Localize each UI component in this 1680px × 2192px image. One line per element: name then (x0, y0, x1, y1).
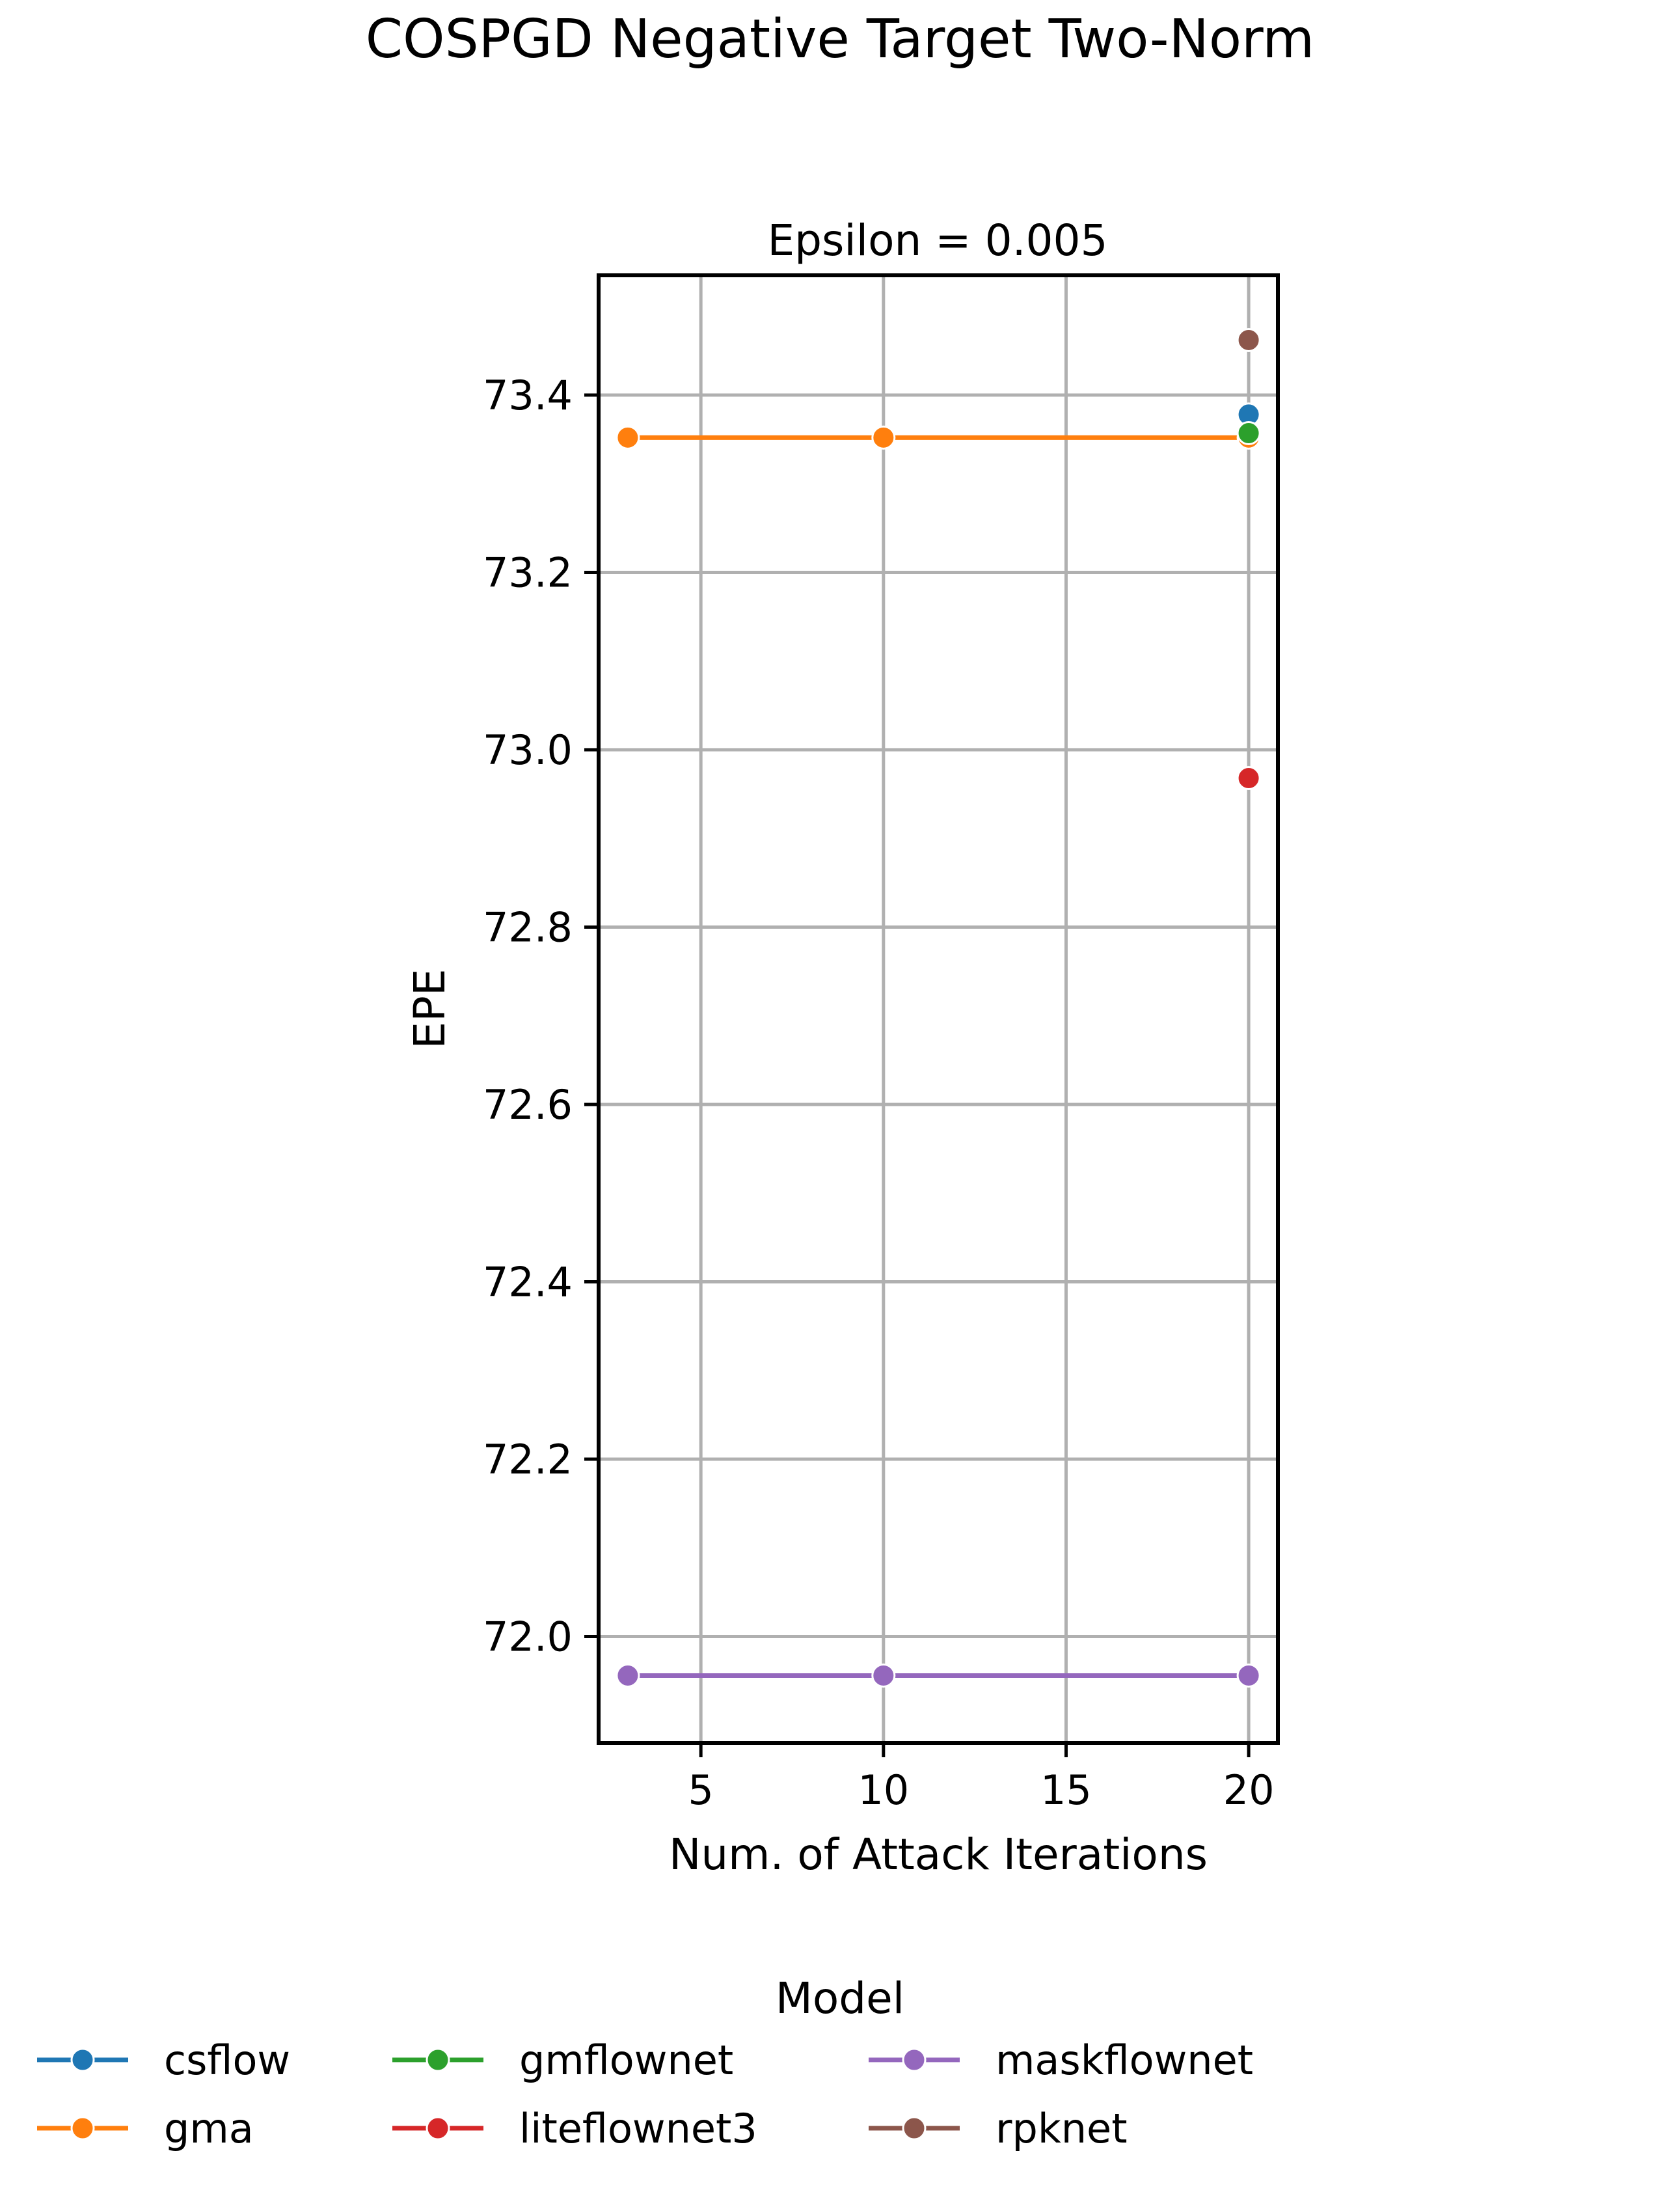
legend-entry-gmflownet: gmflownet (392, 2036, 733, 2084)
y-tick-label: 72.8 (483, 903, 573, 951)
y-ticks: 72.0 72.2 72.4 72.6 72.8 73.0 73.2 73.4 (483, 372, 599, 1660)
data-point-maskflownet (871, 1663, 896, 1688)
series-gma (616, 425, 1261, 450)
data-point-gma (871, 425, 896, 450)
series-layer (616, 327, 1261, 1688)
y-tick-label: 73.4 (483, 372, 573, 419)
x-tick-label: 10 (858, 1766, 909, 1814)
y-tick-label: 73.0 (483, 726, 573, 774)
y-axis-label: EPE (405, 968, 455, 1048)
data-point-maskflownet (1236, 1663, 1261, 1688)
legend-label: maskflownet (996, 2036, 1253, 2084)
x-axis-label: Num. of Attack Iterations (669, 1829, 1208, 1880)
data-point-liteflownet3 (1236, 766, 1261, 791)
legend-entry-liteflownet3: liteflownet3 (392, 2105, 757, 2152)
chart-subtitle: Epsilon = 0.005 (767, 215, 1107, 266)
legend-swatch-marker (426, 2116, 450, 2141)
legend-entry-csflow: csflow (37, 2036, 290, 2084)
y-tick-label: 72.6 (483, 1081, 573, 1129)
data-point-rpknet (1236, 327, 1261, 352)
y-tick-label: 72.2 (483, 1436, 573, 1483)
x-tick-label: 15 (1040, 1766, 1092, 1814)
plot-frame (597, 273, 1280, 1745)
legend-swatch-marker (70, 2116, 95, 2141)
x-tick-label: 5 (688, 1766, 713, 1814)
data-point-gma (616, 425, 640, 450)
series-gmflownet (1236, 421, 1261, 446)
legend-swatch-marker (902, 2048, 927, 2072)
series-maskflownet (616, 1663, 1261, 1688)
legend-label: liteflownet3 (519, 2105, 757, 2152)
gridlines (599, 275, 1278, 1743)
series-liteflownet3 (1236, 766, 1261, 791)
legend-entry-rpknet: rpknet (869, 2105, 1128, 2152)
legend-label: csflow (164, 2036, 290, 2084)
data-point-gmflownet (1236, 421, 1261, 446)
legend-label: gma (164, 2105, 254, 2152)
legend-entry-gma: gma (37, 2105, 254, 2152)
legend-swatch-marker (70, 2048, 95, 2072)
chart-title: COSPGD Negative Target Two-Norm (366, 8, 1314, 70)
legend-swatch-marker (426, 2048, 450, 2072)
x-ticks: 5 10 15 20 (688, 1743, 1275, 1814)
legend-label: rpknet (996, 2105, 1128, 2152)
series-rpknet (1236, 327, 1261, 352)
legend-entry-maskflownet: maskflownet (869, 2036, 1253, 2084)
y-tick-label: 72.0 (483, 1613, 573, 1660)
y-tick-label: 72.4 (483, 1258, 573, 1306)
x-tick-label: 20 (1223, 1766, 1275, 1814)
legend-label: gmflownet (519, 2036, 733, 2084)
legend-swatch-marker (902, 2116, 927, 2141)
data-point-maskflownet (616, 1663, 640, 1688)
legend-title: Model (776, 1973, 904, 2023)
legend: csflow gma gmflownet liteflownet3 maskflowne… (37, 2036, 1253, 2152)
y-tick-label: 73.2 (483, 549, 573, 596)
